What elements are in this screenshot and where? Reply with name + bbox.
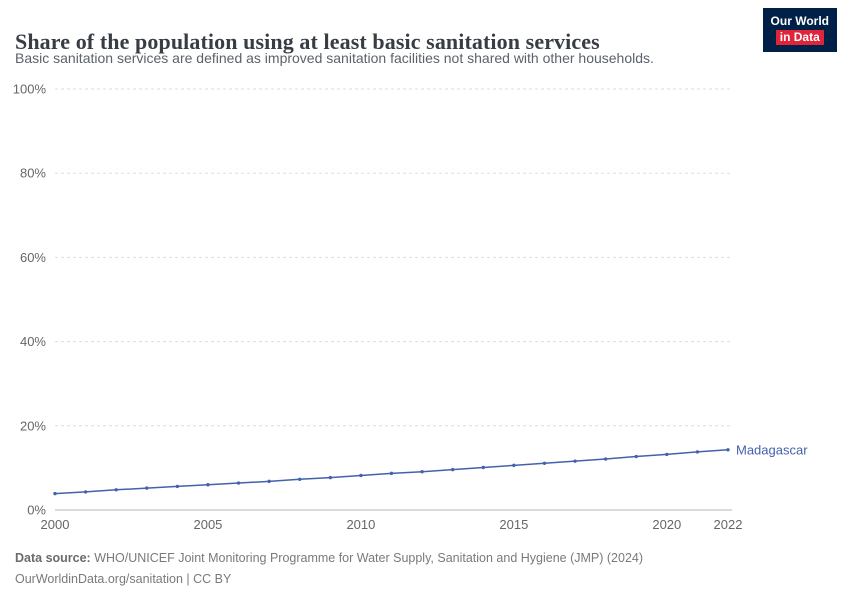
x-tick-label: 2020 bbox=[652, 517, 681, 532]
y-tick-label: 100% bbox=[13, 82, 47, 97]
license-line: OurWorldinData.org/sanitation | CC BY bbox=[15, 569, 643, 590]
chart-title: Share of the population using at least b… bbox=[15, 28, 600, 54]
x-tick-label: 2000 bbox=[41, 517, 70, 532]
x-tick-label: 2010 bbox=[346, 517, 375, 532]
x-tick-label: 2022 bbox=[714, 517, 743, 532]
data-source-label: Data source: bbox=[15, 551, 91, 565]
data-point bbox=[420, 469, 424, 474]
data-source-line: Data source: WHO/UNICEF Joint Monitoring… bbox=[15, 548, 643, 569]
owid-logo-line1: Our World bbox=[770, 14, 829, 28]
data-point bbox=[114, 488, 118, 492]
x-tick-label: 2005 bbox=[193, 517, 222, 532]
data-point bbox=[298, 477, 302, 481]
data-point bbox=[695, 450, 700, 454]
chart-subtitle: Basic sanitation services are defined as… bbox=[15, 50, 654, 66]
data-point bbox=[236, 481, 241, 485]
data-point bbox=[481, 465, 485, 470]
y-tick-label: 40% bbox=[20, 334, 46, 349]
y-tick-label: 0% bbox=[27, 503, 46, 518]
owid-logo-line2: in Data bbox=[775, 29, 824, 46]
data-point bbox=[389, 471, 394, 476]
data-point bbox=[512, 463, 516, 468]
y-tick-label: 80% bbox=[20, 166, 46, 181]
data-point bbox=[665, 452, 669, 457]
data-point bbox=[573, 459, 577, 463]
license-link[interactable]: OurWorldinData.org/sanitation | CC BY bbox=[15, 571, 232, 586]
data-point bbox=[450, 467, 455, 472]
data-point bbox=[542, 461, 547, 465]
data-point bbox=[603, 457, 608, 461]
data-point bbox=[53, 491, 57, 496]
data-point bbox=[726, 448, 730, 452]
data-point bbox=[145, 486, 149, 490]
data-point bbox=[206, 483, 210, 487]
data-point bbox=[634, 454, 638, 459]
series-end-label: Madagascar bbox=[736, 442, 808, 457]
chart-footer: Data source: WHO/UNICEF Joint Monitoring… bbox=[15, 548, 643, 589]
sanitation-line-chart: 0% 20% 40% 60% 80% 100% 2000 2005 2010 2015 2020 20… bbox=[13, 82, 808, 533]
data-point bbox=[267, 479, 271, 484]
owid-logo: Our World in Data bbox=[762, 8, 837, 53]
data-point bbox=[328, 475, 333, 480]
data-point bbox=[83, 490, 88, 494]
data-point bbox=[359, 473, 363, 478]
y-tick-label: 60% bbox=[20, 250, 46, 265]
y-tick-label: 20% bbox=[20, 418, 46, 433]
data-point bbox=[175, 484, 180, 489]
x-tick-label: 2015 bbox=[499, 517, 528, 532]
data-source-text: WHO/UNICEF Joint Monitoring Programme fo… bbox=[90, 551, 644, 565]
